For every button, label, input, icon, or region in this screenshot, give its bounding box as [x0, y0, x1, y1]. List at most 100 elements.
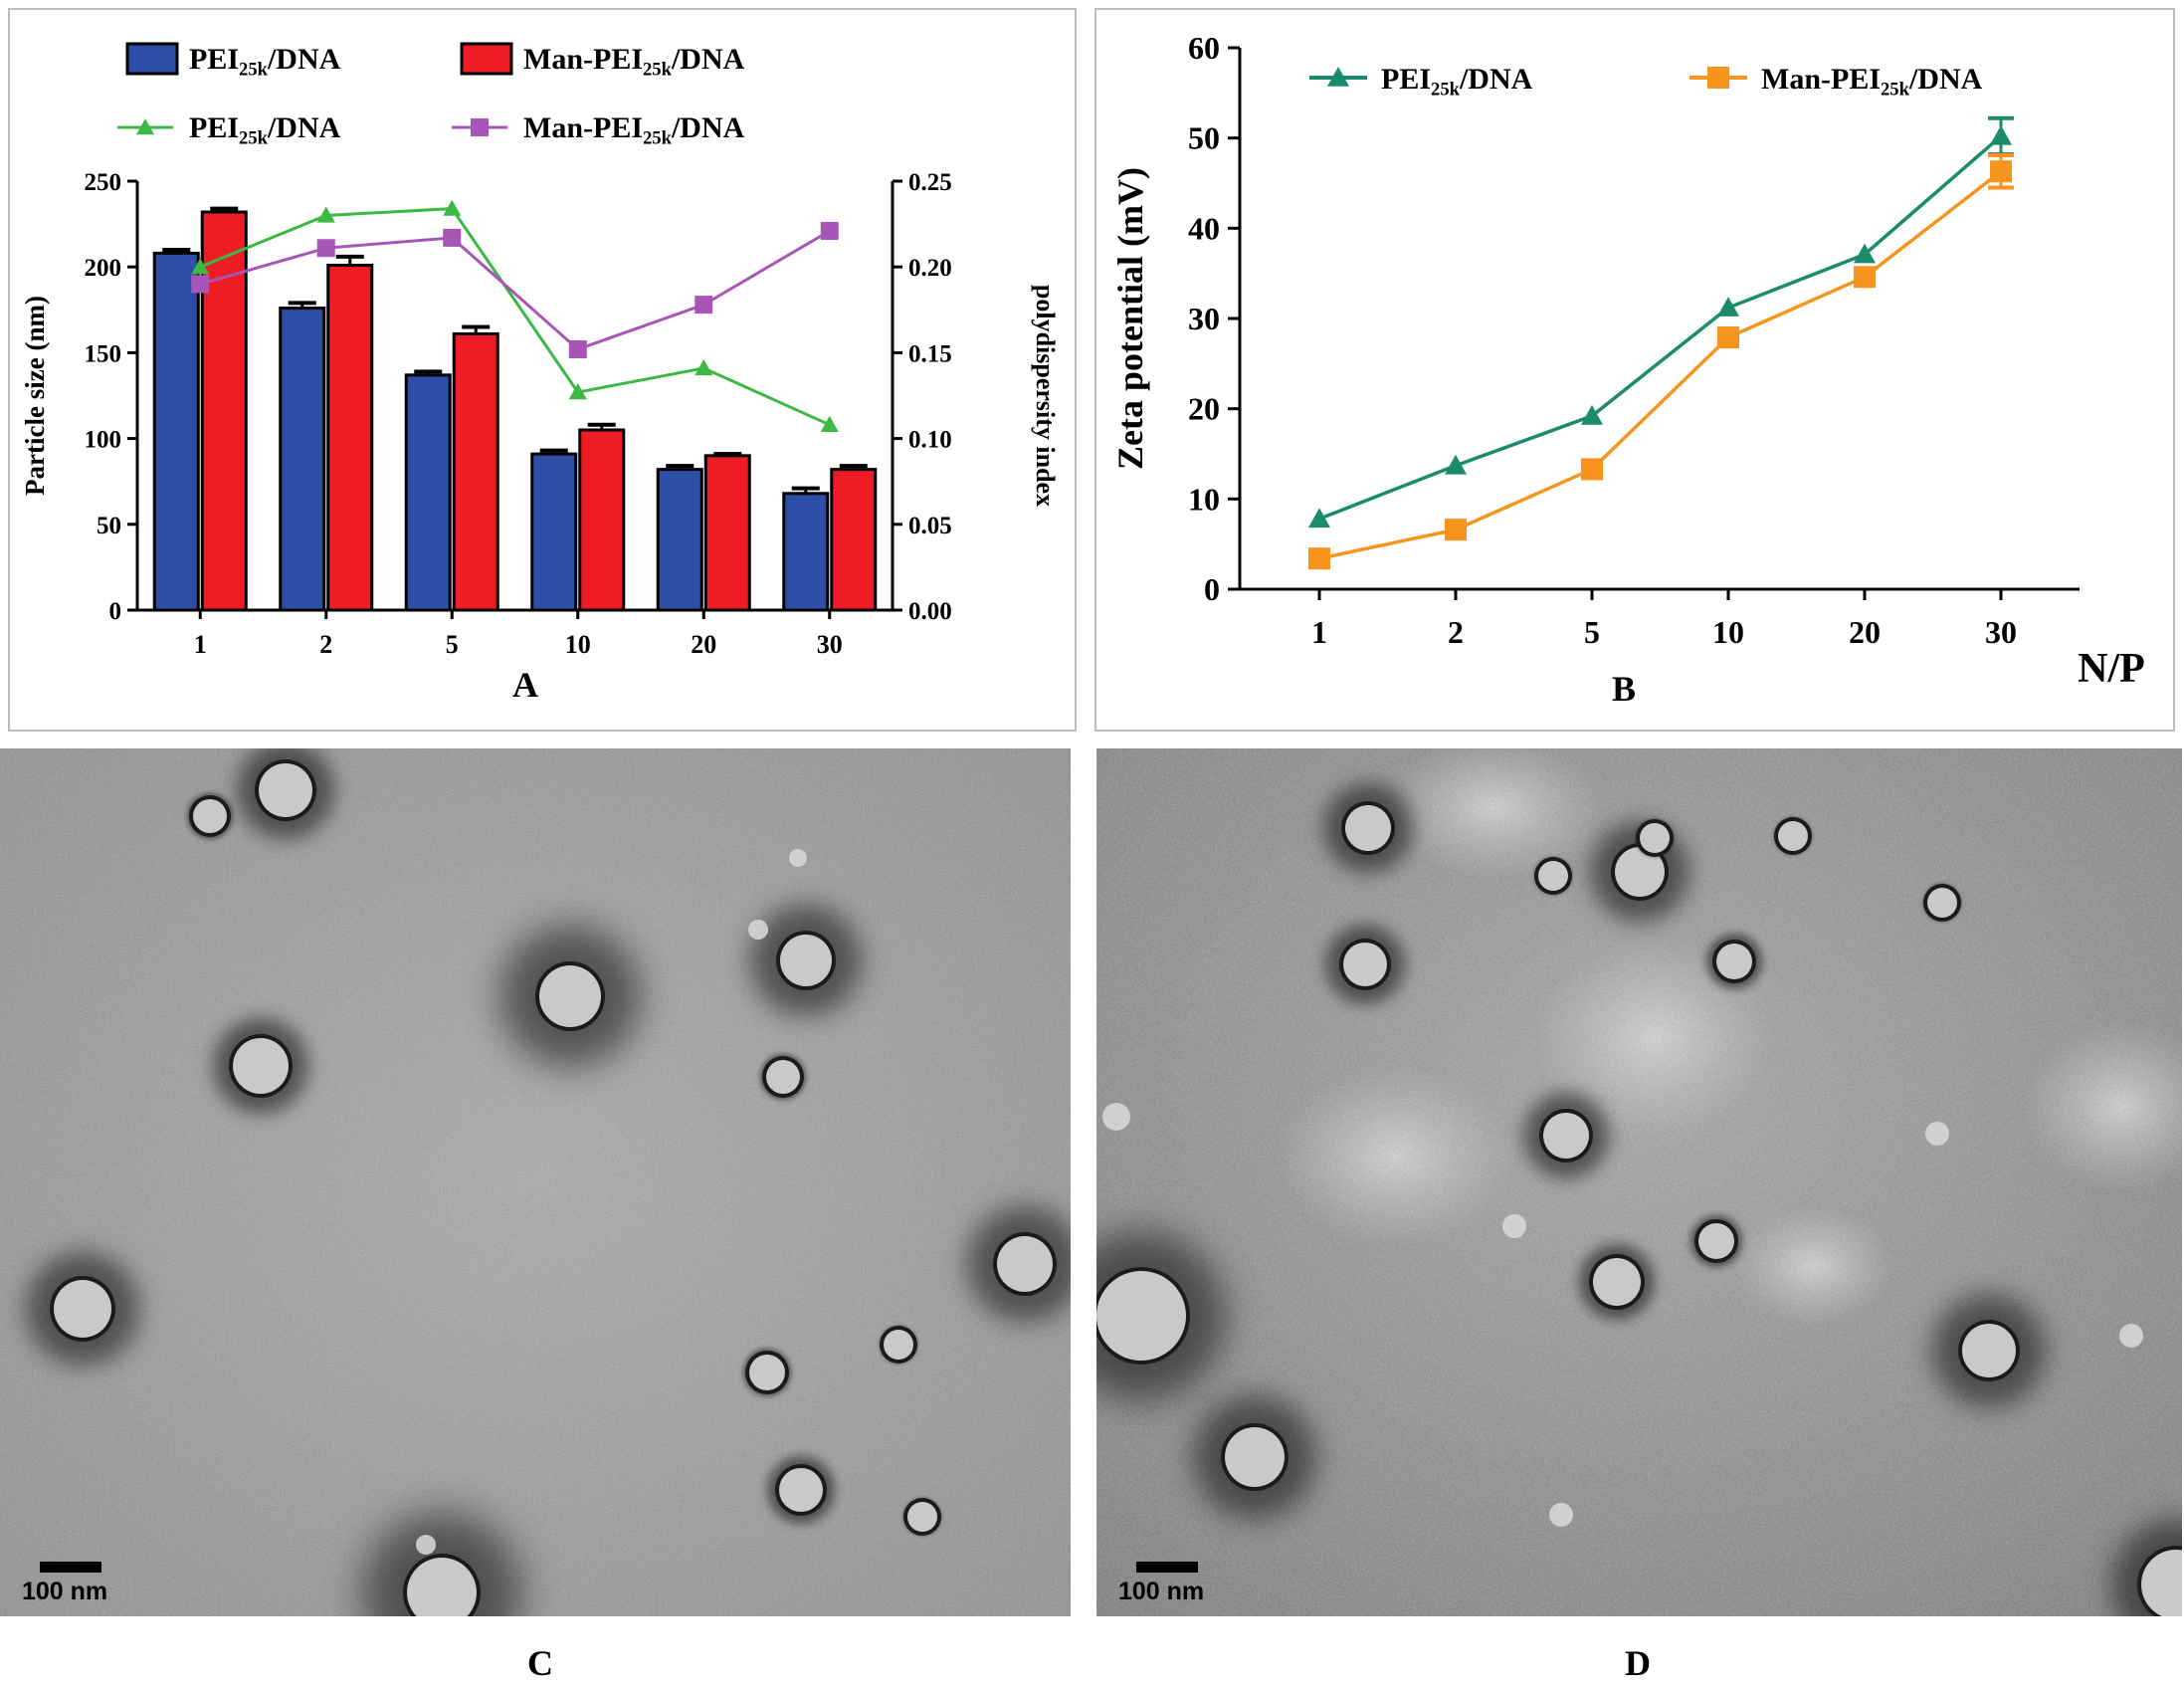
- bar: [530, 452, 578, 612]
- scale-bar: [40, 1562, 101, 1573]
- panel-label: B: [1612, 669, 1636, 709]
- particle: [1225, 1427, 1285, 1487]
- particle: [1925, 1122, 1949, 1146]
- x-tick-label: 10: [1712, 614, 1744, 650]
- legend-marker: [136, 118, 154, 135]
- x-tick-label: 10: [565, 630, 591, 659]
- legend-marker: [471, 118, 489, 136]
- particle: [1698, 1223, 1734, 1259]
- chart-b-svg: 0 10 20 30 40 50 60 1 2 5 10 20 30 Zeta potential (mV…: [1110, 30, 2145, 709]
- bar: [578, 428, 626, 612]
- scale-bar: [1136, 1562, 1198, 1573]
- y-axis-title: Zeta potential (mV): [1110, 167, 1150, 470]
- particle: [1927, 888, 1957, 918]
- particle: [789, 849, 807, 867]
- y-tick-label: 250: [85, 169, 122, 196]
- particle: [1502, 1214, 1526, 1238]
- y2-tick-label: 0.15: [908, 340, 952, 367]
- legend-label: PEI25k/DNA: [1381, 63, 1533, 101]
- x-tick-label: 30: [817, 630, 843, 659]
- point-marker: [1717, 326, 1739, 349]
- micrograph-c-image: [0, 748, 1071, 1616]
- particle: [1549, 1503, 1573, 1527]
- x-tick-label: 30: [1985, 614, 2017, 650]
- y2-tick-label: 0.00: [908, 598, 952, 625]
- particle: [1593, 1258, 1641, 1306]
- bar: [703, 454, 751, 612]
- particle: [1345, 805, 1391, 851]
- particle: [193, 799, 227, 833]
- x-tick-label: 2: [319, 630, 332, 659]
- legend-label: Man-PEI25k/DNA: [1761, 63, 1983, 101]
- panel-a: 0 50 100 150 200 250 0.00 0.05 0.10 0.15 0.20 0.25 1…: [8, 8, 1077, 732]
- x-tick-label: 1: [194, 630, 207, 659]
- point-marker: [820, 221, 839, 240]
- bar: [452, 331, 499, 612]
- bar: [326, 263, 374, 612]
- series-line: [199, 207, 831, 427]
- x-tick-label: 20: [1849, 614, 1881, 650]
- x-tick-label: 1: [1311, 614, 1327, 650]
- series-line: [1318, 169, 2003, 560]
- point-marker: [568, 383, 587, 400]
- point-marker: [1445, 454, 1467, 475]
- particle: [997, 1236, 1053, 1292]
- particle: [907, 1502, 937, 1532]
- y-tick-label: 60: [1188, 30, 1220, 66]
- y-tick-label: 20: [1188, 391, 1220, 427]
- particle: [1778, 821, 1808, 851]
- point-marker: [191, 258, 210, 275]
- y-tick-label: 10: [1188, 481, 1220, 517]
- bar: [404, 373, 452, 612]
- point-marker: [443, 228, 462, 247]
- bar: [200, 210, 248, 612]
- panel-b: 0 10 20 30 40 50 60 1 2 5 10 20 30 Zeta potential (mV…: [1094, 8, 2175, 732]
- particle: [539, 965, 601, 1027]
- y-tick-label: 50: [97, 513, 121, 539]
- x-tick-label: 5: [1584, 614, 1600, 650]
- point-marker: [316, 239, 335, 258]
- x-tick-label: 20: [691, 630, 716, 659]
- legend-label: PEI25k/DNA: [189, 43, 341, 81]
- particle: [1615, 847, 1665, 897]
- point-marker: [568, 339, 587, 358]
- point-marker: [820, 415, 839, 433]
- micrograph-c: 100 nm: [0, 748, 1071, 1616]
- point-marker: [1990, 160, 2012, 183]
- chart-a-svg: 0 50 100 150 200 250 0.00 0.05 0.10 0.15 0.20 0.25 1…: [20, 42, 1060, 705]
- particle: [416, 1535, 436, 1555]
- particle: [259, 763, 312, 817]
- point-marker: [1445, 519, 1467, 541]
- y-tick-label: 200: [85, 255, 122, 282]
- point-marker: [695, 358, 713, 376]
- micrograph-d: 100 nm: [1096, 748, 2182, 1616]
- particle: [1102, 1103, 1130, 1131]
- y-tick-label: 40: [1188, 210, 1220, 246]
- legend-swatch: [460, 42, 513, 76]
- particle: [749, 1355, 785, 1390]
- bar: [656, 468, 703, 612]
- legend-marker: [1707, 67, 1729, 89]
- particle: [1962, 1324, 2016, 1377]
- panel-label: A: [512, 665, 538, 705]
- point-marker: [695, 296, 713, 315]
- y2-tick-label: 0.25: [908, 169, 952, 196]
- particle: [884, 1330, 913, 1360]
- scale-bar-label: 100 nm: [1118, 1578, 1205, 1605]
- particle: [2141, 1550, 2182, 1616]
- y2-tick-label: 0.05: [908, 513, 952, 539]
- y-axis-title: Particle size (nm): [20, 296, 50, 496]
- legend-marker: [1327, 67, 1349, 87]
- particle: [2119, 1324, 2143, 1348]
- particle: [780, 935, 832, 986]
- y-tick-label: 100: [85, 427, 122, 454]
- point-marker: [1717, 297, 1739, 316]
- point-marker: [1990, 124, 2012, 145]
- series-line: [199, 229, 831, 351]
- particle: [233, 1038, 289, 1094]
- particle: [1096, 1271, 1186, 1361]
- legend-label: Man-PEI25k/DNA: [523, 111, 745, 149]
- point-marker: [1854, 266, 1876, 289]
- point-marker: [1308, 547, 1330, 570]
- y2-tick-label: 0.10: [908, 427, 952, 454]
